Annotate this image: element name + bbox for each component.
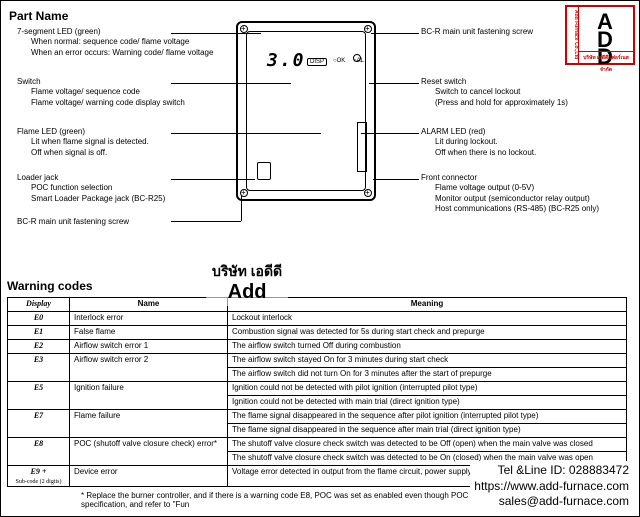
callout-title: ALARM LED (red) xyxy=(421,127,485,136)
callout-right: BC-R main unit fastening screw xyxy=(421,27,631,37)
cell-name: False flame xyxy=(70,326,228,340)
callout-left: Flame LED (green)Lit when flame signal i… xyxy=(17,127,217,158)
cell-name: POC (shutoff valve closure check) error* xyxy=(70,438,228,466)
callout-right: Front connectorFlame voltage output (0-5… xyxy=(421,173,631,215)
cell-meaning: The airflow switch turned Off during com… xyxy=(228,340,627,354)
cell-meaning: The airflow switch did not turn On for 3… xyxy=(228,368,627,382)
watermark-line1: บริษัท เอดีดี xyxy=(212,263,282,279)
callout-sub: Flame voltage/ sequence code xyxy=(17,87,217,97)
cell-meaning: Ignition could not be detected with pilo… xyxy=(228,382,627,396)
cell-meaning: The shutoff valve closure check switch w… xyxy=(228,438,627,452)
part-name-heading: Part Name xyxy=(9,9,68,23)
callout-sub: Off when there is no lockout. xyxy=(421,148,631,158)
table-row: E1False flameCombustion signal was detec… xyxy=(8,326,627,340)
cell-name: Flame failure xyxy=(70,410,228,438)
callout-sub: POC function selection xyxy=(17,183,217,193)
reset-button-icon xyxy=(353,54,361,62)
loader-jack-icon xyxy=(257,162,271,180)
ok-led-label: ○OK xyxy=(333,58,345,64)
callout-sub: Switch to cancel lockout xyxy=(421,87,631,97)
table-row: E3Airflow switch error 2The airflow swit… xyxy=(8,354,627,368)
callout-left: Loader jackPOC function selectionSmart L… xyxy=(17,173,217,204)
screw-icon xyxy=(364,189,372,197)
logo-bottom-text: บริษัท เอดีดี เฟอร์เนส จำกัด xyxy=(579,51,633,63)
col-display: Display xyxy=(8,298,70,312)
callout-sub: Lit during lockout. xyxy=(421,137,631,147)
contact-tel: Tel &Line ID: 028883472 xyxy=(474,463,629,479)
table-row: E5Ignition failureIgnition could not be … xyxy=(8,382,627,396)
callout-sub: Smart Loader Package jack (BC-R25) xyxy=(17,194,217,204)
leader-line xyxy=(171,83,291,84)
callout-title: BC-R main unit fastening screw xyxy=(17,217,129,226)
cell-meaning: The flame signal disappeared in the sequ… xyxy=(228,424,627,438)
callout-left: SwitchFlame voltage/ sequence codeFlame … xyxy=(17,77,217,108)
callout-sub: Lit when flame signal is detected. xyxy=(17,137,217,147)
disp-button: DISP xyxy=(307,58,327,66)
cell-display: E7 xyxy=(8,410,70,438)
callout-title: Switch xyxy=(17,77,41,86)
cell-display: E8 xyxy=(8,438,70,466)
callout-sub: Flame voltage/ warning code display swit… xyxy=(17,98,217,108)
callout-sub: Off when signal is off. xyxy=(17,148,217,158)
cell-display: E5 xyxy=(8,382,70,410)
col-name: Name xyxy=(70,298,228,312)
cell-display: E1 xyxy=(8,326,70,340)
warning-codes-heading: Warning codes xyxy=(7,279,93,293)
leader-line xyxy=(171,179,255,180)
cell-name: Ignition failure xyxy=(70,382,228,410)
cell-meaning: Lockout interlock xyxy=(228,312,627,326)
callout-sub: Monitor output (semiconductor relay outp… xyxy=(421,194,631,204)
callout-title: Reset switch xyxy=(421,77,466,86)
leader-line xyxy=(241,196,242,221)
table-row: E8POC (shutoff valve closure check) erro… xyxy=(8,438,627,452)
cell-meaning: The airflow switch stayed On for 3 minut… xyxy=(228,354,627,368)
callout-left: BC-R main unit fastening screw xyxy=(17,217,217,227)
leader-line xyxy=(171,33,261,34)
device-panel: 3.0 DISP ○OK ○AL xyxy=(246,31,366,191)
callout-sub: (Press and hold for approximately 1s) xyxy=(421,98,631,108)
device-outline: 3.0 DISP ○OK ○AL xyxy=(236,21,376,201)
callout-title: Loader jack xyxy=(17,173,58,182)
leader-line xyxy=(171,133,321,134)
cell-display: E9 +Sub-code (2 digits) xyxy=(8,466,70,487)
leader-line xyxy=(373,179,419,180)
cell-name: Airflow switch error 1 xyxy=(70,340,228,354)
cell-name: Airflow switch error 2 xyxy=(70,354,228,382)
watermark: บริษัท เอดีดี Add xyxy=(206,261,288,306)
callout-sub: Host communications (RS-485) (BC-R25 onl… xyxy=(421,204,631,214)
cell-display: E3 xyxy=(8,354,70,382)
cell-name: Device error xyxy=(70,466,228,487)
callout-sub: Flame voltage output (0-5V) xyxy=(421,183,631,193)
cell-display: E0 xyxy=(8,312,70,326)
leader-line xyxy=(171,221,241,222)
cell-name: Interlock error xyxy=(70,312,228,326)
callout-right: Reset switchSwitch to cancel lockout(Pre… xyxy=(421,77,631,108)
contact-info: Tel &Line ID: 028883472 https://www.add-… xyxy=(470,461,633,512)
callout-title: Front connector xyxy=(421,173,477,182)
leader-line xyxy=(361,133,419,134)
table-row: E7Flame failureThe flame signal disappea… xyxy=(8,410,627,424)
seven-segment-display: 3.0 xyxy=(267,50,306,71)
callout-sub: When an error occurs: Warning code/ flam… xyxy=(17,48,217,58)
watermark-line2: Add xyxy=(212,280,282,304)
cell-display: E2 xyxy=(8,340,70,354)
cell-meaning: The flame signal disappeared in the sequ… xyxy=(228,410,627,424)
leader-line xyxy=(371,33,419,34)
contact-email: sales@add-furnace.com xyxy=(474,494,629,510)
table-row: E2Airflow switch error 1The airflow swit… xyxy=(8,340,627,354)
callout-title: 7-segment LED (green) xyxy=(17,27,101,36)
callout-right: ALARM LED (red)Lit during lockout.Off wh… xyxy=(421,127,631,158)
cell-meaning: Ignition could not be detected with main… xyxy=(228,396,627,410)
callout-title: Flame LED (green) xyxy=(17,127,85,136)
table-header-row: Display Name Meaning xyxy=(8,298,627,312)
contact-url: https://www.add-furnace.com xyxy=(474,479,629,495)
callout-sub: When normal: sequence code/ flame voltag… xyxy=(17,37,217,47)
warning-codes-table: Display Name Meaning E0Interlock errorLo… xyxy=(7,297,627,487)
table-row: E0Interlock errorLockout interlock xyxy=(8,312,627,326)
cell-meaning: Combustion signal was detected for 5s du… xyxy=(228,326,627,340)
front-connector-icon xyxy=(357,122,367,172)
leader-line xyxy=(369,83,419,84)
callout-left: 7-segment LED (green)When normal: sequen… xyxy=(17,27,217,58)
callout-title: BC-R main unit fastening screw xyxy=(421,27,533,36)
